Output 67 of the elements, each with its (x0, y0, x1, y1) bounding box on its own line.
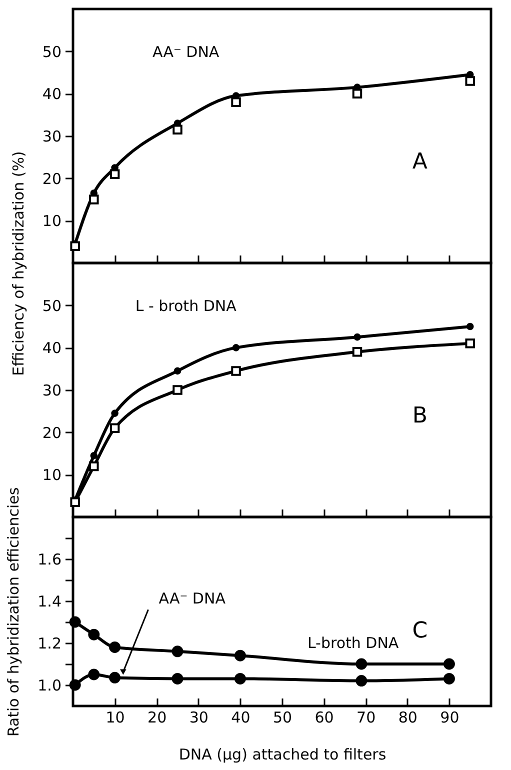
point (466, 322, 474, 330)
y-axis-title: Efficiency of hybridization (%) (9, 151, 28, 376)
point (110, 169, 120, 179)
point (69, 616, 81, 628)
x-tick-label: 30 (189, 708, 208, 726)
y-axis-title: Ratio of hybridization efficiencies (4, 487, 23, 737)
point (234, 650, 246, 662)
point (232, 344, 240, 352)
x-tick-label: 50 (272, 708, 292, 726)
point (172, 385, 182, 395)
point (174, 367, 182, 375)
annotation: A (412, 149, 428, 174)
point (231, 366, 241, 376)
point (69, 679, 81, 691)
point (352, 88, 362, 99)
y-tick-label: 30 (42, 128, 62, 146)
point (172, 124, 182, 135)
y-tick-label: 20 (42, 424, 62, 442)
y-tick-label: 1.4 (38, 592, 62, 610)
point (234, 672, 246, 684)
point (352, 347, 362, 357)
point (354, 333, 361, 341)
y-tick-label: 50 (42, 42, 62, 61)
point (231, 97, 241, 108)
point (70, 241, 80, 251)
x-tick-label: 60 (314, 708, 334, 726)
y-tick-label: 50 (42, 296, 62, 315)
x-tick-label: 20 (148, 708, 167, 726)
y-tick-label: 1.2 (38, 634, 62, 652)
y-tick-label: 20 (42, 170, 62, 188)
annotation: B (412, 403, 428, 428)
point (465, 338, 475, 348)
point (109, 641, 121, 653)
point (465, 76, 475, 86)
point (89, 194, 99, 204)
point (356, 658, 368, 670)
x-tick-label: 10 (106, 708, 125, 726)
y-tick-label: 10 (42, 212, 62, 230)
point (110, 423, 120, 433)
y-tick-label: 40 (42, 339, 62, 358)
y-tick-label: 1.0 (38, 676, 62, 694)
x-tick-label: 90 (440, 708, 460, 726)
point (172, 672, 184, 684)
point (172, 646, 184, 658)
annotation: AA⁻ DNA (152, 43, 220, 62)
point (443, 658, 455, 670)
annotation: AA⁻ DNA (158, 589, 226, 608)
x-tick-label: 70 (356, 708, 376, 726)
x-tick-label: 40 (231, 708, 250, 726)
point (443, 672, 455, 684)
y-tick-label: 1.6 (38, 550, 62, 568)
annotation: L-broth DNA (307, 634, 400, 652)
point (88, 628, 100, 640)
x-tick-label: 80 (398, 708, 418, 726)
point (111, 410, 118, 417)
point (88, 668, 100, 680)
point (70, 497, 80, 508)
y-tick-label: 40 (42, 85, 62, 104)
annotation: C (412, 618, 428, 644)
y-tick-label: 10 (42, 466, 62, 484)
point (356, 675, 368, 687)
point (89, 461, 99, 472)
annotation: L - broth DNA (135, 297, 238, 316)
point (90, 452, 98, 460)
x-axis-title: DNA (μg) attached to filters (178, 746, 386, 764)
y-tick-label: 30 (42, 382, 62, 400)
point (109, 672, 121, 684)
